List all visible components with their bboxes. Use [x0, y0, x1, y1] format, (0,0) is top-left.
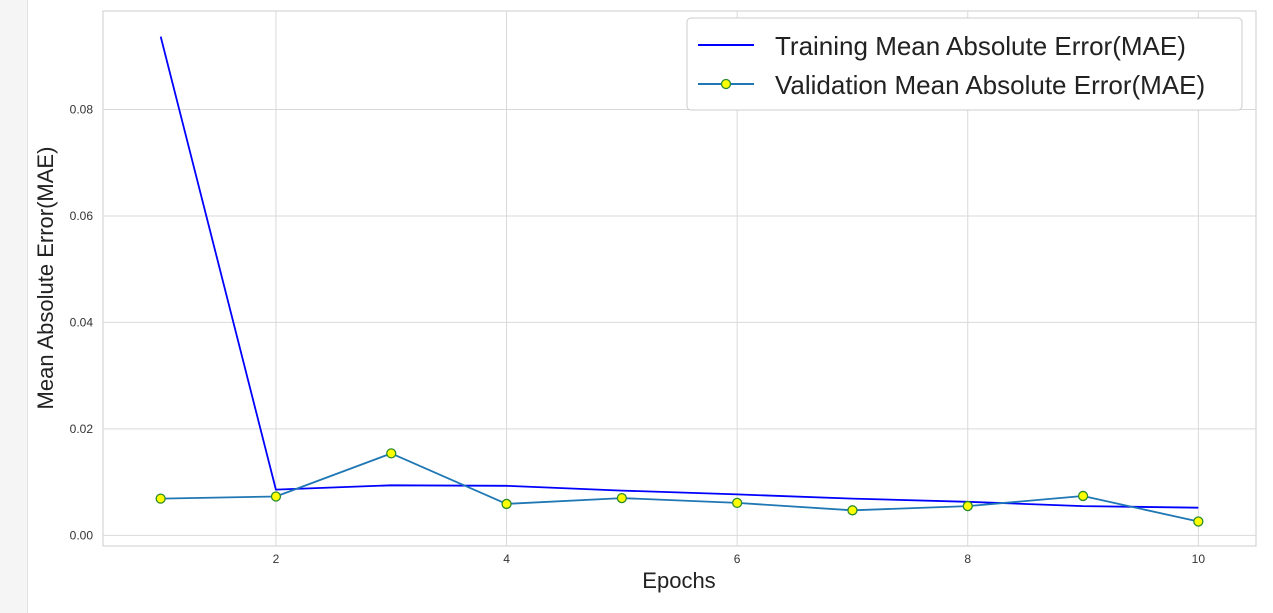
validation-mae-line [160, 452, 1199, 523]
legend-training-label: Training Mean Absolute Error(MAE) [775, 31, 1186, 61]
validation-mae-point [847, 505, 858, 516]
validation-mae-point [1193, 516, 1204, 527]
legend-validation-label: Validation Mean Absolute Error(MAE) [775, 70, 1205, 100]
x-axis-title: Epochs [642, 568, 715, 593]
series-layer [155, 36, 1204, 527]
x-tick-label: 4 [503, 552, 510, 566]
validation-mae-point [155, 493, 166, 504]
validation-mae-point [616, 492, 627, 504]
y-tick-labels: 0.00 0.02 0.04 0.06 0.08 [70, 102, 94, 542]
validation-mae-point [386, 448, 397, 459]
validation-mae-point [501, 498, 512, 510]
validation-mae-point [962, 500, 973, 512]
x-tick-label: 6 [734, 552, 741, 566]
notebook-gutter [0, 0, 28, 613]
x-tick-label: 10 [1192, 552, 1206, 566]
legend: Training Mean Absolute Error(MAE) Valida… [686, 17, 1243, 111]
validation-mae-point [1077, 490, 1089, 502]
y-tick-label: 0.02 [70, 422, 94, 436]
legend-box [686, 17, 1243, 111]
legend-validation-marker [720, 78, 732, 90]
x-tick-labels: 2 4 6 8 10 [273, 552, 1206, 566]
training-mae-line [159, 36, 1199, 509]
y-tick-label: 0.04 [70, 315, 94, 329]
x-tick-label: 2 [273, 552, 280, 566]
validation-mae-point [270, 491, 282, 502]
y-axis-title: Mean Absolute Error(MAE) [33, 147, 58, 410]
y-tick-label: 0.06 [70, 209, 94, 223]
y-tick-label: 0.08 [70, 102, 94, 116]
y-tick-label: 0.00 [70, 528, 94, 542]
validation-mae-point [732, 497, 743, 509]
x-tick-label: 8 [964, 552, 971, 566]
